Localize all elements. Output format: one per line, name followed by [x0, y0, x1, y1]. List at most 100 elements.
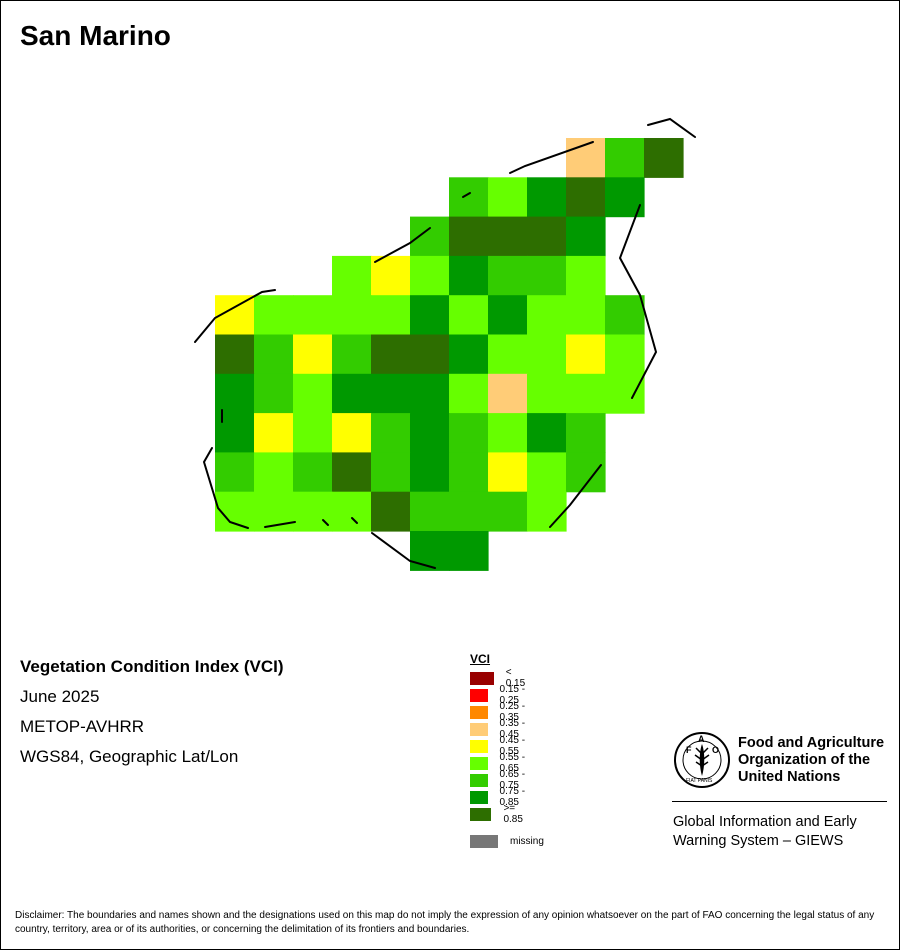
vci-cell	[488, 255, 528, 296]
vci-cell	[488, 452, 528, 493]
period: June 2025	[20, 687, 100, 706]
vci-cell	[566, 334, 606, 375]
vci-cell	[527, 216, 567, 257]
legend-item: 0.15 - 0.25	[470, 684, 529, 706]
legend-label: < 0.15	[505, 667, 526, 689]
legend-missing-label: missing	[510, 835, 544, 847]
legend-label: 0.45 - 0.55	[499, 735, 526, 757]
logo-letter-a: A	[698, 734, 705, 744]
legend-label: >= 0.85	[503, 803, 523, 825]
vci-cell	[410, 373, 450, 414]
vci-cell	[410, 216, 450, 257]
legend-item: 0.35 - 0.45	[470, 718, 529, 740]
vci-cell	[527, 334, 567, 375]
vci-cell	[566, 295, 606, 336]
vci-cell	[449, 452, 489, 493]
vci-cell	[449, 491, 489, 532]
vci-cell	[449, 295, 489, 336]
legend-swatch	[470, 756, 488, 770]
legend-label: 0.55 - 0.65	[499, 752, 526, 774]
logo-letter-o: O	[712, 745, 719, 755]
fao-logo-icon: F A O FIAT PANIS	[674, 732, 730, 788]
vci-cell	[371, 295, 411, 336]
legend-swatch	[470, 790, 488, 804]
vci-cell	[293, 373, 333, 414]
legend-item: 0.25 - 0.35	[470, 701, 529, 723]
organization-name: Food and Agriculture Organization of the…	[738, 735, 884, 786]
legend-item: 0.55 - 0.65	[470, 752, 529, 774]
vci-cell	[605, 295, 645, 336]
vci-cell	[566, 373, 606, 414]
vci-cell	[566, 452, 606, 493]
legend-swatch	[470, 705, 488, 719]
legend-label: 0.75 - 0.85	[499, 786, 526, 808]
system-name-line1: Global Information and Early	[673, 814, 857, 830]
legend: VCI < 0.15 0.15 - 0.25 0.25 - 0.35 0.35 - 0…	[470, 652, 544, 848]
vci-cell	[605, 334, 645, 375]
organization-name-line3: United Nations	[738, 769, 841, 785]
legend-label: 0.65 - 0.75	[499, 769, 526, 791]
vci-cell	[527, 255, 567, 296]
vci-cell	[332, 452, 372, 493]
legend-swatch	[470, 722, 488, 736]
vci-cell	[293, 413, 333, 453]
vci-cell	[254, 413, 294, 453]
legend-title: VCI	[470, 652, 491, 666]
legend-label: 0.35 - 0.45	[499, 718, 526, 740]
vci-cell	[527, 295, 567, 336]
disclaimer: Disclaimer: The boundaries and names sho…	[15, 910, 875, 935]
sensor: METOP-AVHRR	[20, 717, 145, 736]
legend-item: 0.45 - 0.55	[470, 735, 529, 757]
vci-cell	[215, 334, 255, 375]
vci-cell	[527, 373, 567, 414]
legend-swatch	[470, 671, 494, 685]
vci-cell	[449, 531, 489, 571]
legend-missing: missing	[470, 834, 544, 848]
vci-cell	[410, 295, 450, 336]
organization-name-line1: Food and Agriculture	[738, 735, 885, 751]
vci-cell	[566, 177, 606, 218]
vci-cell	[332, 295, 372, 336]
index-name: Vegetation Condition Index (VCI)	[20, 657, 284, 676]
vci-cell	[449, 334, 489, 375]
vci-cell	[449, 177, 489, 218]
vci-cell	[527, 177, 567, 218]
vci-cell	[527, 452, 567, 493]
vci-cell	[293, 295, 333, 336]
legend-item: >= 0.85	[470, 803, 529, 825]
vci-cell	[332, 334, 372, 375]
vci-cell	[488, 295, 528, 336]
organization-name-line2: Organization of the	[738, 752, 871, 768]
vci-cell	[449, 255, 489, 296]
vci-cell	[215, 452, 255, 493]
vci-cell	[371, 491, 411, 532]
country-boundary	[194, 117, 696, 569]
vci-cell	[254, 295, 294, 336]
vci-cell	[566, 413, 606, 453]
vci-cell	[488, 334, 528, 375]
vci-cell	[410, 413, 450, 453]
vci-cell	[488, 413, 528, 453]
vci-cell	[332, 491, 372, 532]
vci-cell	[449, 373, 489, 414]
logo-motto: FIAT PANIS	[686, 778, 713, 784]
vci-cell	[644, 138, 684, 178]
vci-cell	[371, 452, 411, 493]
vci-cell	[254, 452, 294, 493]
vci-cell	[293, 491, 333, 532]
vci-cell	[371, 255, 411, 296]
vci-cell	[410, 491, 450, 532]
vci-cell	[293, 334, 333, 375]
vci-cell	[488, 177, 528, 218]
vci-cell	[488, 373, 528, 414]
legend-item: 0.75 - 0.85	[470, 786, 529, 808]
map-title: San Marino	[20, 20, 171, 51]
system-name: Global Information and Early Warning Sys…	[673, 813, 900, 851]
vci-cell	[293, 452, 333, 493]
vci-cell	[527, 413, 567, 453]
vci-cell	[215, 373, 255, 414]
vci-cell	[410, 531, 450, 571]
legend-swatch	[470, 807, 492, 821]
divider	[672, 801, 887, 802]
vci-map	[194, 117, 696, 571]
